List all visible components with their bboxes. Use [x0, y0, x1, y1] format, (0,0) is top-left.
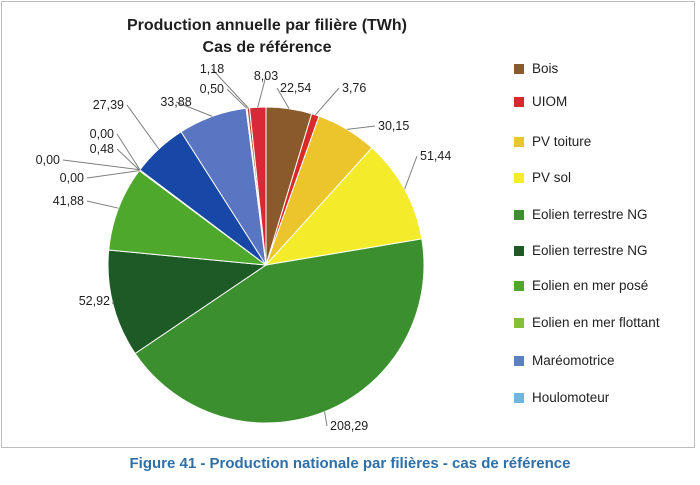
- leader-line-2: [347, 125, 376, 130]
- data-label-12: 33,88: [160, 95, 191, 109]
- figure-caption: Figure 41 - Production nationale par fil…: [129, 455, 571, 472]
- legend-swatch: [514, 281, 524, 291]
- pie-slice-6: [108, 169, 268, 266]
- legend-swatch: [514, 318, 524, 328]
- leader-line-14: [211, 68, 249, 109]
- pie-chart: 22,54 3,7630,1551,44208,2952,9241,880,000…: [36, 62, 452, 433]
- legend-swatch: [514, 64, 524, 74]
- legend-item-1: UIOM: [514, 93, 682, 111]
- data-label-3: 51,44: [420, 149, 451, 163]
- legend-item-7: Eolien en mer flottant: [514, 314, 682, 332]
- legend-swatch: [514, 97, 524, 107]
- pie-slice-15: [248, 106, 267, 266]
- legend-item-2: PV toiture: [514, 133, 682, 151]
- pie-slice-3: [264, 147, 423, 266]
- leader-line-12: [175, 101, 213, 117]
- legend-item-8: Maréomotrice: [514, 352, 682, 370]
- leader-line-8: [116, 148, 140, 171]
- data-label-0: 22,54: [280, 81, 311, 95]
- legend-label: Bois: [532, 61, 559, 76]
- legend-swatch: [514, 393, 524, 403]
- leader-line-4: [324, 411, 328, 427]
- leader-line-15: [257, 75, 267, 108]
- data-label-10: 0,00: [36, 153, 60, 167]
- leader-line-7: [86, 170, 140, 179]
- leader-line-6: [86, 200, 119, 209]
- chart-subtitle: Cas de référence: [202, 39, 332, 56]
- legend-item-6: Eolien en mer posé: [514, 277, 682, 295]
- legend-item-9: Houlomoteur: [514, 389, 682, 407]
- legend-swatch: [514, 210, 524, 220]
- legend-label: Eolien terrestre NG: [532, 207, 648, 222]
- legend-label: Eolien en mer posé: [532, 278, 649, 293]
- legend-item-3: PV sol: [514, 169, 682, 187]
- data-label-11: 27,39: [93, 98, 124, 112]
- chart-title-block: Production annuelle par filière (TWh) Ca…: [2, 15, 532, 59]
- data-label-15: 8,03: [254, 69, 278, 83]
- legend-label: PV toiture: [532, 134, 592, 149]
- legend-label: PV sol: [532, 170, 572, 185]
- legend-swatch: [514, 173, 524, 183]
- data-label-13: 0,50: [200, 82, 224, 96]
- legend-label: Maréomotrice: [532, 353, 615, 368]
- data-label-7: 0,00: [60, 171, 84, 185]
- pie-slices: [107, 106, 425, 424]
- legend-label: Eolien en mer flottant: [532, 315, 660, 330]
- data-label-1: 3,76: [342, 81, 366, 95]
- legend-label: UIOM: [532, 94, 568, 109]
- data-label-4: 208,29: [330, 419, 368, 433]
- chart-frame: Production annuelle par filière (TWh) Ca…: [1, 1, 695, 448]
- legend-swatch: [514, 246, 524, 256]
- leader-line-13: [226, 88, 247, 109]
- leader-line-1: [315, 87, 340, 116]
- leader-line-0: [276, 87, 290, 109]
- legend-item-5: Eolien terrestre NG: [514, 242, 682, 260]
- data-label-14: 1,18: [200, 62, 224, 76]
- data-label-6: 41,88: [53, 194, 84, 208]
- pie-leader-lines: [62, 68, 418, 427]
- leader-line-10: [62, 159, 140, 171]
- data-label-9: 0,00: [90, 127, 114, 141]
- leader-line-11: [126, 104, 160, 150]
- leader-line-3: [404, 155, 418, 190]
- chart-title: Production annuelle par filière (TWh): [126, 17, 407, 34]
- pie-data-labels: 22,54 3,7630,1551,44208,2952,9241,880,000…: [36, 62, 452, 433]
- data-label-5: 52,92: [79, 294, 110, 308]
- legend-label: Eolien terrestre NG: [532, 243, 648, 258]
- legend-item-4: Eolien terrestre NG: [514, 206, 682, 224]
- legend-label: Houlomoteur: [532, 390, 610, 405]
- data-label-2: 30,15: [378, 119, 409, 133]
- legend-swatch: [514, 137, 524, 147]
- legend-item-0: Bois: [514, 60, 682, 78]
- legend-swatch: [514, 356, 524, 366]
- data-label-8: 0,48: [90, 142, 114, 156]
- leader-line-9: [116, 133, 141, 171]
- pie-slice-4: [134, 238, 425, 424]
